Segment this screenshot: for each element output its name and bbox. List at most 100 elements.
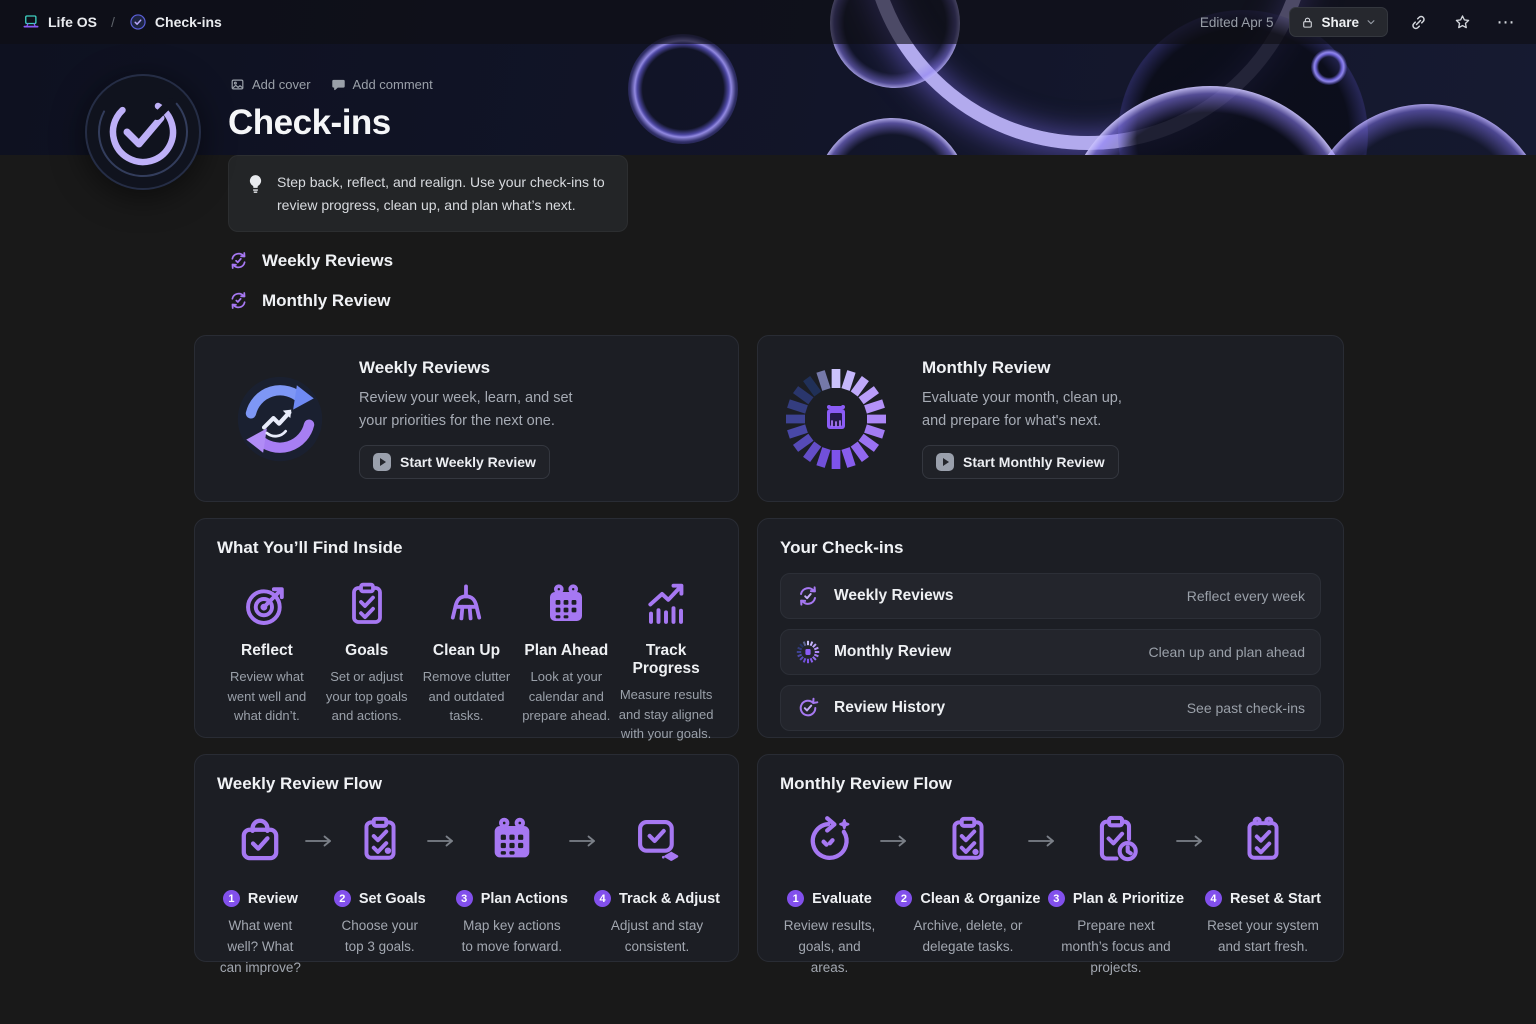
- step-description: Archive, delete, or delegate tasks.: [913, 918, 1023, 954]
- arrow-right-icon: [304, 834, 334, 848]
- flow-step-plan-prioritize: 3 Plan & Prioritize Prepare next month’s …: [1047, 810, 1184, 979]
- clipboard-clock-icon: [1090, 810, 1142, 868]
- find-item-label: Plan Ahead: [524, 642, 609, 659]
- link-monthly-review[interactable]: Monthly Review: [228, 290, 390, 311]
- row-review-history[interactable]: Review History See past check-ins: [780, 685, 1321, 731]
- topbar-actions: Edited Apr 5 Share: [1200, 7, 1520, 37]
- find-item-plan-ahead: Plan Ahead Look at your calendar and pre…: [516, 576, 616, 744]
- monthly-ring-icon: [796, 640, 820, 664]
- link-weekly-reviews[interactable]: Weekly Reviews: [228, 250, 393, 271]
- target-arrow-icon: [242, 576, 292, 632]
- breadcrumb-page[interactable]: Check-ins: [123, 10, 228, 34]
- start-monthly-label: Start Monthly Review: [963, 454, 1105, 471]
- flow-step-evaluate: 1 Evaluate Review results, goals, and are…: [780, 810, 879, 979]
- find-item-label: Track Progress: [632, 642, 700, 677]
- cover-ring-decoration: [628, 34, 738, 144]
- chevron-down-icon: [1366, 17, 1376, 27]
- page-icon-avatar[interactable]: [83, 72, 203, 192]
- step-label: Review: [247, 890, 298, 907]
- step-number: 3: [455, 890, 473, 907]
- monthly-flow-title: Monthly Review Flow: [780, 774, 952, 793]
- callout-block: Step back, reflect, and realign. Use you…: [228, 155, 628, 233]
- monthly-card-body: Monthly Review Evaluate your month, clea…: [922, 358, 1140, 480]
- find-inside-card: What You’ll Find Inside Reflect Review w…: [194, 518, 739, 741]
- bag-check-icon: [233, 810, 287, 868]
- more-options-icon[interactable]: ⋯: [1496, 12, 1516, 32]
- workspace-laptop-icon: [22, 13, 40, 31]
- add-cover-button[interactable]: Add cover: [230, 77, 311, 92]
- flow-step-clean-organize: 2 Clean & Organize Archive, delete, or de…: [895, 810, 1040, 958]
- history-check-icon: [796, 696, 820, 720]
- add-comment-label: Add comment: [352, 77, 433, 92]
- find-inside-title: What You’ll Find Inside: [217, 538, 403, 557]
- share-button[interactable]: Share: [1289, 7, 1388, 37]
- find-item-description: Look at your calendar and prepare ahead.: [522, 669, 611, 723]
- row-weekly-reviews[interactable]: Weekly Reviews Reflect every week: [780, 573, 1321, 619]
- breadcrumb-separator: /: [111, 14, 115, 30]
- step-number: 1: [787, 890, 805, 907]
- tablet-check-icon: [631, 810, 683, 868]
- step-description: What went well? What can improve?: [219, 918, 301, 975]
- row-monthly-review[interactable]: Monthly Review Clean up and plan ahead: [780, 629, 1321, 675]
- step-number: 2: [895, 890, 913, 907]
- row-note: Reflect every week: [1186, 588, 1305, 604]
- find-item-description: Remove clutter and outdated tasks.: [422, 669, 511, 723]
- favorite-star-icon[interactable]: [1448, 8, 1476, 36]
- arrow-right-icon: [426, 834, 456, 848]
- flow-step-review: 1 Review What went well? What can improve…: [217, 810, 304, 979]
- image-icon: [230, 77, 245, 92]
- share-label: Share: [1321, 14, 1359, 30]
- add-cover-label: Add cover: [252, 77, 311, 92]
- cover-ring-decoration: [1311, 49, 1347, 85]
- start-weekly-label: Start Weekly Review: [400, 454, 536, 471]
- weekly-cycle-illustration-icon: [235, 374, 325, 464]
- weekly-flow-steps: 1 Review What went well? What can improve…: [217, 810, 720, 979]
- flow-step-reset-start: 4 Reset & Start Reset your system and sta…: [1204, 810, 1321, 958]
- step-label: Plan & Prioritize: [1072, 890, 1185, 907]
- link-label: Weekly Reviews: [262, 250, 394, 270]
- edited-timestamp: Edited Apr 5: [1199, 14, 1274, 30]
- row-label: Weekly Reviews: [834, 587, 954, 604]
- arrow-right-icon: [879, 834, 909, 848]
- find-item-description: Measure results and stay aligned with yo…: [618, 687, 714, 741]
- flow-step-plan-actions: 3 Plan Actions Map key actions to move fo…: [455, 810, 568, 958]
- step-number: 1: [222, 890, 240, 907]
- step-description: Choose your top 3 goals.: [341, 918, 419, 954]
- weekly-cycle-icon: [796, 584, 820, 608]
- find-item-track-progress: Track Progress Measure results and stay …: [616, 576, 716, 744]
- calendar-icon: [486, 810, 538, 868]
- weekly-flow-title: Weekly Review Flow: [217, 774, 383, 793]
- timer-refresh-icon: [802, 810, 856, 868]
- row-label: Monthly Review: [834, 643, 952, 660]
- start-weekly-review-button[interactable]: Start Weekly Review: [359, 445, 550, 480]
- find-item-reflect: Reflect Review what went well and what d…: [217, 576, 317, 744]
- cycle-arrows-icon: [228, 250, 249, 271]
- start-monthly-review-button[interactable]: Start Monthly Review: [922, 445, 1119, 480]
- arrow-right-icon: [568, 834, 598, 848]
- row-note: See past check-ins: [1186, 700, 1305, 716]
- callout-text: Step back, reflect, and realign. Use you…: [277, 174, 605, 213]
- lightbulb-icon: [247, 173, 264, 216]
- arrow-right-icon: [1175, 834, 1205, 848]
- lock-icon: [1301, 16, 1314, 29]
- weekly-flow-card: Weekly Review Flow 1 Review What went wel…: [194, 754, 739, 975]
- page-header-actions: Add cover Add comment: [230, 77, 433, 92]
- step-number: 4: [1204, 890, 1222, 907]
- breadcrumb-workspace[interactable]: Life OS: [16, 10, 103, 34]
- find-item-description: Review what went well and what didn’t.: [227, 669, 307, 723]
- weekly-reviews-card: Weekly Reviews Review your week, learn, …: [194, 335, 739, 502]
- cycle-arrows-icon: [228, 290, 249, 311]
- arrow-right-icon: [1027, 834, 1057, 848]
- checkins-page-icon: [129, 13, 147, 31]
- weekly-card-title: Weekly Reviews: [359, 357, 491, 377]
- chart-up-icon: [641, 576, 691, 632]
- link-label: Monthly Review: [262, 290, 391, 310]
- find-item-label: Reflect: [241, 642, 293, 659]
- page-title: Check-ins: [228, 103, 391, 142]
- add-comment-button[interactable]: Add comment: [331, 77, 433, 92]
- step-label: Set Goals: [358, 890, 426, 907]
- copy-link-icon[interactable]: [1404, 8, 1432, 36]
- workspace-name: Life OS: [48, 14, 98, 30]
- step-label: Evaluate: [812, 890, 872, 907]
